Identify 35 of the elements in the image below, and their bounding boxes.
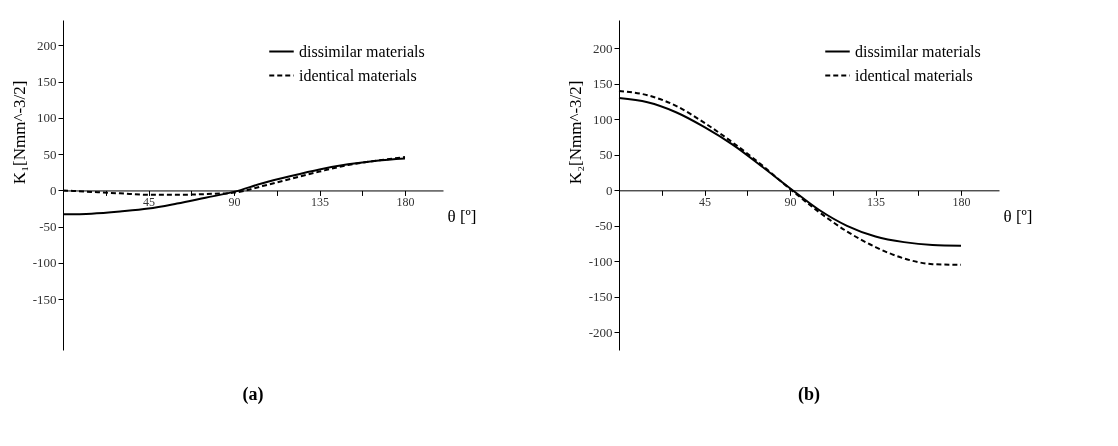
y-tick-label: -200 [588,324,613,340]
y-tick-label: -50 [39,219,57,235]
y-tick-label: -50 [595,218,613,234]
y-tick-label: 200 [593,40,613,56]
y-tick-label: 150 [593,76,613,92]
y-tick-label: -100 [588,253,613,269]
x-axis-title: θ [º] [447,206,477,226]
x-tick-label: 180 [396,194,415,209]
x-tick-label: 45 [699,194,711,209]
y-tick-label: 200 [37,37,57,53]
y-tick-label: 50 [599,147,613,163]
x-tick-label: 135 [867,194,885,209]
y-tick-label: 0 [50,182,57,198]
legend-label: dissimilar materials [855,42,981,60]
x-axis-title: θ [º] [1003,206,1033,226]
x-tick-label: 180 [952,194,971,209]
x-tick-label: 90 [784,194,797,209]
y-tick-label: -150 [32,291,57,307]
y-axis-title: K₂[Nmm^-3/2] [565,80,585,185]
x-tick-label: 45 [143,194,155,209]
y-tick-label: -100 [32,255,57,271]
y-tick-label: 100 [593,111,613,127]
y-tick-label: 50 [43,146,57,162]
y-axis-title: K₁[Nmm^-3/2] [9,80,29,185]
y-tick-label: 0 [606,182,613,198]
x-tick-label: 90 [228,194,241,209]
legend-label: dissimilar materials [299,42,425,60]
y-tick-label: 150 [37,74,57,90]
text: (b) [798,384,820,405]
legend-label: identical materials [299,66,417,84]
x-tick-label: 135 [311,194,329,209]
legend-label: identical materials [855,66,973,84]
y-tick-label: -150 [588,289,613,305]
text: (a) [242,384,264,405]
y-tick-label: 100 [37,110,57,126]
